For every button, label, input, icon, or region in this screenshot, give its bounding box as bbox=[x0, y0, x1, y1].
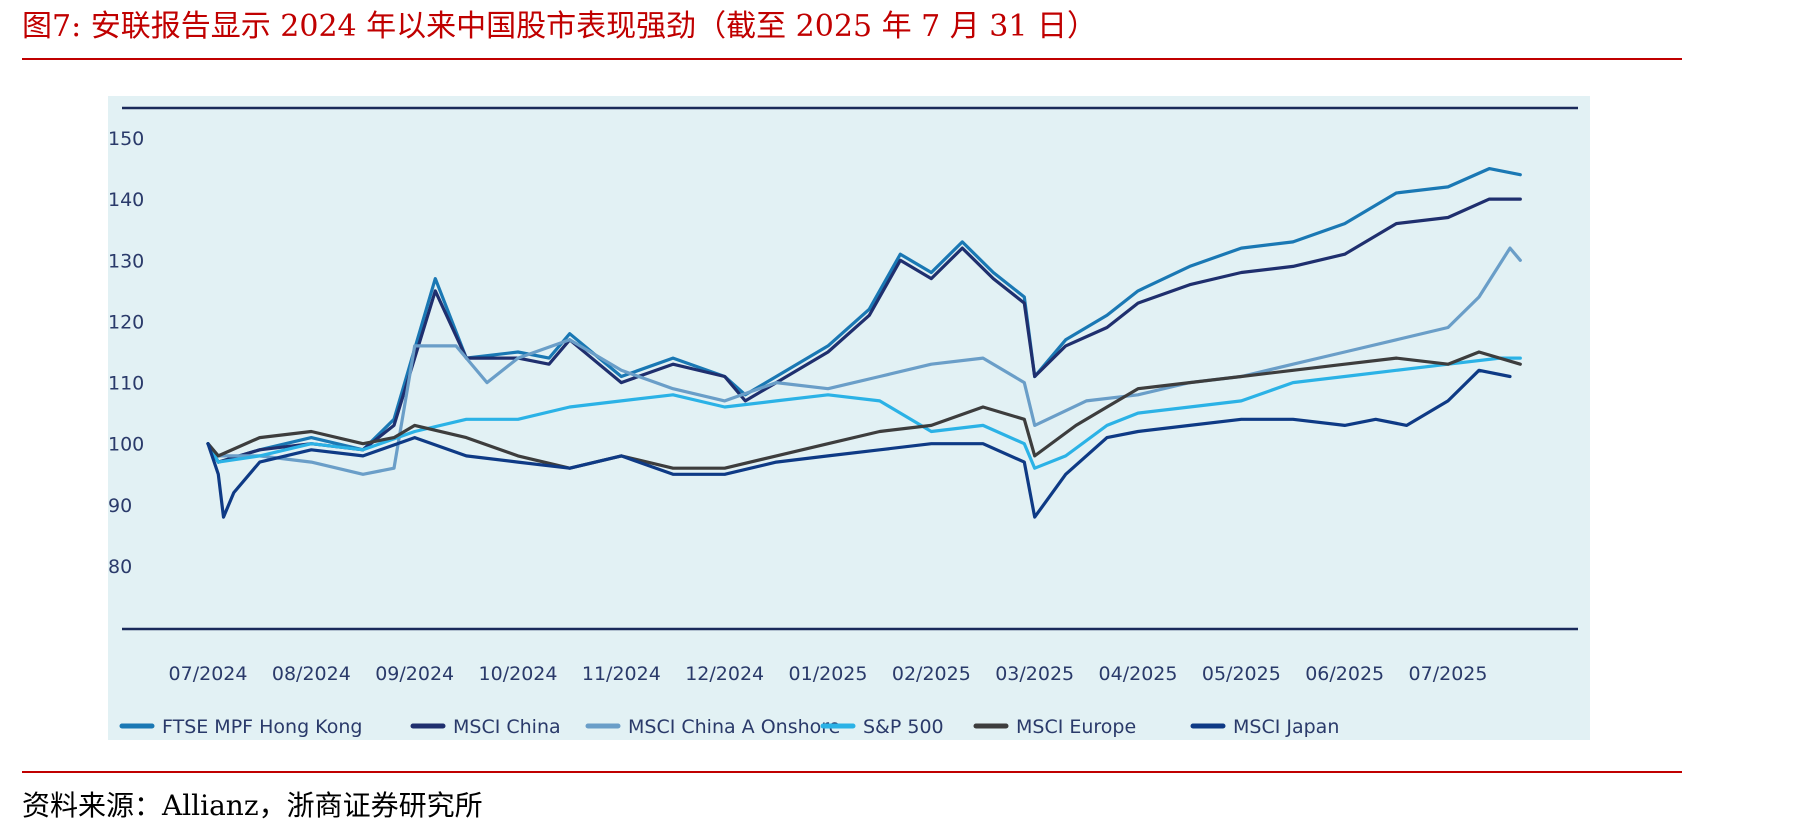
y-tick-label: 130 bbox=[108, 250, 144, 272]
y-tick-label: 90 bbox=[108, 495, 132, 517]
line-chart: 150 140 130 120 110 100 90 80 07/2024 08/2024 09/… bbox=[108, 106, 1578, 738]
x-tick-label: 07/2025 bbox=[1409, 663, 1488, 685]
x-tick-label: 05/2025 bbox=[1202, 663, 1281, 685]
source-note: 资料来源：Allianz，浙商证券研究所 bbox=[22, 789, 483, 822]
x-tick-labels: 07/2024 08/2024 09/2024 10/2024 11/2024 12/20… bbox=[169, 663, 1488, 685]
legend-label: MSCI Europe bbox=[1016, 716, 1136, 738]
series-line-2 bbox=[206, 246, 1522, 476]
y-tick-label: 120 bbox=[108, 311, 144, 333]
source-rule bbox=[22, 771, 1682, 773]
legend: FTSE MPF Hong Kong MSCI China MSCI China A… bbox=[119, 716, 1339, 738]
y-tick-label: 100 bbox=[108, 434, 144, 456]
x-tick-label: 11/2024 bbox=[582, 663, 661, 685]
x-tick-label: 07/2024 bbox=[169, 663, 248, 685]
title-rule bbox=[22, 58, 1682, 60]
legend-label: S&P 500 bbox=[863, 716, 944, 738]
chart-panel: 150 140 130 120 110 100 90 80 07/2024 08/2024 09/… bbox=[108, 96, 1590, 740]
y-tick-label: 110 bbox=[108, 373, 144, 395]
series-lines bbox=[206, 166, 1522, 519]
x-tick-label: 06/2025 bbox=[1305, 663, 1384, 685]
x-tick-label: 10/2024 bbox=[479, 663, 558, 685]
series-line-3 bbox=[206, 356, 1522, 470]
figure-title: 图7: 安联报告显示 2024 年以来中国股市表现强劲（截至 2025 年 7 … bbox=[22, 9, 1097, 44]
series-line-5 bbox=[206, 368, 1512, 519]
legend-label: MSCI China bbox=[453, 716, 561, 738]
legend-label: MSCI Japan bbox=[1233, 716, 1339, 738]
legend-label: MSCI China A Onshore bbox=[628, 716, 840, 738]
series-line-1 bbox=[206, 197, 1522, 464]
series-line-0 bbox=[206, 166, 1522, 464]
x-tick-label: 04/2025 bbox=[1099, 663, 1178, 685]
x-tick-label: 01/2025 bbox=[789, 663, 868, 685]
legend-label: FTSE MPF Hong Kong bbox=[162, 716, 362, 738]
x-tick-label: 02/2025 bbox=[892, 663, 971, 685]
y-tick-label: 80 bbox=[108, 556, 132, 578]
series-line-4 bbox=[206, 350, 1522, 470]
y-tick-labels: 150 140 130 120 110 100 90 80 bbox=[108, 128, 144, 578]
y-tick-label: 150 bbox=[108, 128, 144, 150]
y-tick-label: 140 bbox=[108, 189, 144, 211]
x-tick-label: 08/2024 bbox=[272, 663, 351, 685]
x-tick-label: 09/2024 bbox=[375, 663, 454, 685]
x-tick-label: 12/2024 bbox=[685, 663, 764, 685]
x-tick-label: 03/2025 bbox=[995, 663, 1074, 685]
